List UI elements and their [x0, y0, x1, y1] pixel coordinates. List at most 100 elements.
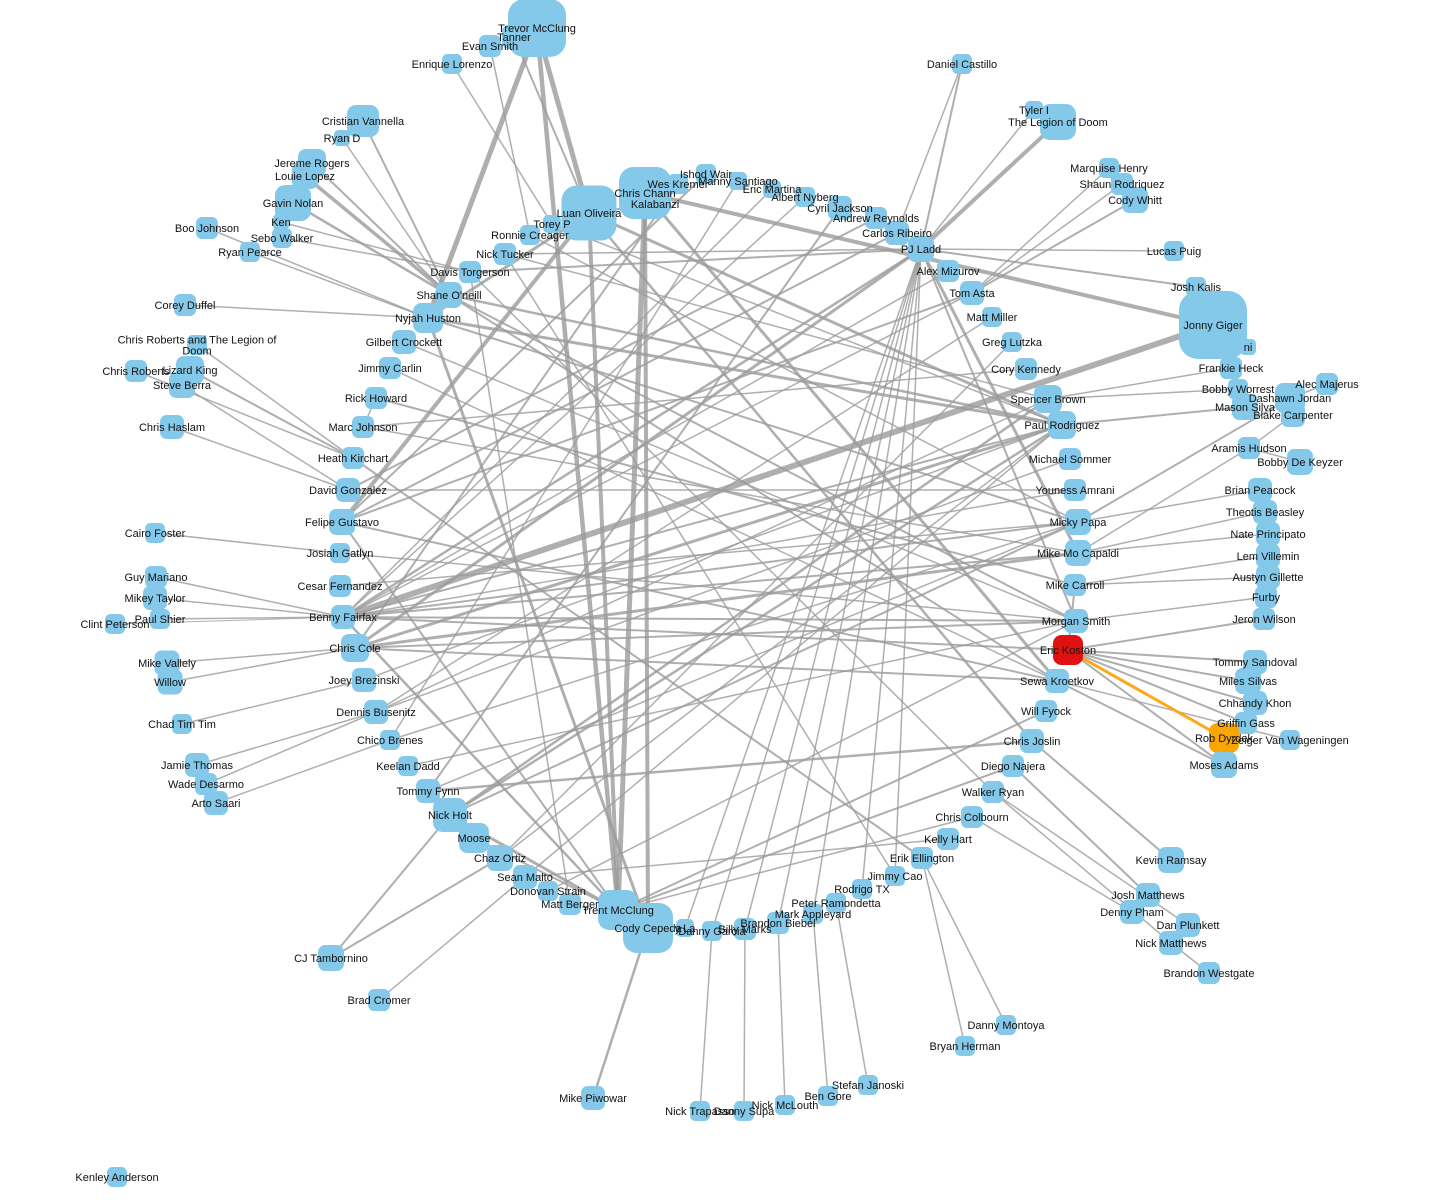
node-moose[interactable]	[459, 823, 489, 853]
node-mikey-taylor[interactable]	[143, 586, 167, 610]
node-ryan-d[interactable]	[334, 130, 350, 146]
node-daniel-castillo[interactable]	[952, 54, 972, 74]
node-micky-papa[interactable]	[1065, 509, 1091, 535]
node-willow[interactable]	[157, 669, 183, 695]
node-albert-nyberg[interactable]	[795, 187, 815, 207]
node-mike-carroll[interactable]	[1064, 574, 1086, 596]
node-denny-pham[interactable]	[1120, 900, 1144, 924]
node-ronnie-creager[interactable]	[520, 225, 540, 245]
node-chad-tim-tim[interactable]	[172, 714, 192, 734]
node-chris-haslam[interactable]	[160, 415, 184, 439]
node-jimmy-cao[interactable]	[885, 866, 905, 886]
node-wes-kremer[interactable]	[668, 174, 688, 194]
node-enrique-lorenzo[interactable]	[442, 54, 462, 74]
node-mason-silva[interactable]	[1232, 394, 1258, 420]
node-kevin-ramsay[interactable]	[1158, 847, 1184, 873]
node-chico-brenes[interactable]	[380, 730, 400, 750]
node-nate-principato[interactable]	[1256, 522, 1280, 546]
node-sebo-walker[interactable]	[272, 228, 292, 248]
node-arto-saari[interactable]	[204, 791, 228, 815]
node-tyler-i[interactable]	[1025, 101, 1043, 119]
node-chris-roberts-and-the-legion-of-doom[interactable]	[187, 335, 207, 355]
node-rodrigo-tx[interactable]	[852, 879, 872, 899]
node-chaz-ortiz[interactable]	[487, 845, 513, 871]
node-clint-peterson[interactable]	[105, 614, 125, 634]
node-carlos-ribeiro[interactable]	[885, 221, 909, 245]
node-ishod-wair[interactable]	[696, 164, 716, 184]
node-josh-matthews[interactable]	[1136, 883, 1160, 907]
node-cody-cepeda[interactable]	[623, 903, 673, 953]
node-davis-torgerson[interactable]	[459, 261, 481, 283]
node-eric-martina[interactable]	[763, 180, 781, 198]
node-mike-piwowar[interactable]	[581, 1086, 605, 1110]
node-diego-najera[interactable]	[1002, 755, 1024, 777]
node-will-fyock[interactable]	[1035, 700, 1057, 722]
node-donovan-strain[interactable]	[538, 881, 558, 901]
node-eric-koston[interactable]	[1053, 635, 1083, 665]
node-theotis-beasley[interactable]	[1253, 500, 1277, 524]
node-cristian-vannella[interactable]	[347, 105, 379, 137]
node-lucas-puig[interactable]	[1164, 241, 1184, 261]
node-rick-howard[interactable]	[365, 387, 387, 409]
node-andrew-reynolds[interactable]	[865, 207, 887, 229]
node-keelan-dadd[interactable]	[398, 756, 418, 776]
node-michael-sommer[interactable]	[1059, 448, 1081, 470]
node-jonny-giger[interactable]	[1179, 291, 1247, 359]
node-chris-colbourn[interactable]	[961, 806, 983, 828]
node-jamie-thomas[interactable]	[185, 753, 209, 777]
node-brandon-biebel[interactable]	[767, 912, 789, 934]
node-bobby-de-keyzer[interactable]	[1287, 449, 1313, 475]
node-ben-gore[interactable]	[818, 1086, 838, 1106]
node-evan-smith[interactable]	[479, 35, 501, 57]
node-ryan-pearce[interactable]	[240, 242, 260, 262]
node-joey-brezinski[interactable]	[352, 668, 376, 692]
node-aramis-hudson[interactable]	[1238, 437, 1260, 459]
node-david-gonzalez[interactable]	[336, 478, 360, 502]
node-walker-ryan[interactable]	[982, 781, 1004, 803]
node-tanner[interactable]	[502, 25, 526, 49]
node-sean-malto[interactable]	[513, 865, 537, 889]
node-danny-supa[interactable]	[734, 1101, 754, 1121]
node-jimmy-carlin[interactable]	[379, 357, 401, 379]
node-erik-ellington[interactable]	[911, 847, 933, 869]
node-jeron-wilson[interactable]	[1253, 608, 1275, 630]
node-kenley-anderson[interactable]	[107, 1167, 127, 1187]
node-wade-desarmo[interactable]	[195, 773, 217, 795]
node-alec-majerus[interactable]	[1316, 373, 1338, 395]
node-shane-o-neill[interactable]	[436, 282, 462, 308]
node-torey-p[interactable]	[543, 215, 561, 233]
node-tommy-fynn[interactable]	[416, 779, 440, 803]
node-billy-marks[interactable]	[734, 918, 756, 940]
node-kelly-hart[interactable]	[937, 828, 959, 850]
node-matt-berger[interactable]	[559, 893, 581, 915]
node-youness-amrani[interactable]	[1064, 479, 1086, 501]
node-brad-cromer[interactable]	[368, 989, 390, 1011]
node-cory-kennedy[interactable]	[1015, 358, 1037, 380]
node-nick-trapasso[interactable]	[690, 1101, 710, 1121]
node-sewa-kroetkov[interactable]	[1045, 669, 1069, 693]
node-luan-oliveira[interactable]	[561, 185, 617, 241]
node-frankie-heck[interactable]	[1220, 357, 1242, 379]
node-chris-roberts[interactable]	[125, 360, 147, 382]
node-nick-tucker[interactable]	[494, 243, 516, 265]
node-marc-johnson[interactable]	[352, 416, 374, 438]
node-nick-mclouth[interactable]	[775, 1095, 795, 1115]
node-zeiger-van-wageningen[interactable]	[1280, 730, 1300, 750]
node-rob-dyrdek[interactable]	[1209, 723, 1239, 753]
node-louie-lopez[interactable]	[292, 163, 318, 189]
node-furby[interactable]	[1255, 586, 1277, 608]
node-ni[interactable]	[1240, 339, 1256, 355]
node-paul-rodriguez[interactable]	[1048, 411, 1076, 439]
node-tom-asta[interactable]	[960, 281, 984, 305]
node-brandon-westgate[interactable]	[1198, 962, 1220, 984]
node-dennis-busenitz[interactable]	[364, 700, 388, 724]
node-kalabanzi[interactable]	[645, 194, 665, 214]
node-dan-plunkett[interactable]	[1176, 913, 1200, 937]
node-cairo-foster[interactable]	[145, 523, 165, 543]
node-steve-berra[interactable]	[169, 372, 195, 398]
node-peter-ramondetta[interactable]	[826, 893, 846, 913]
node-brian-peacock[interactable]	[1248, 478, 1272, 502]
node-greg-lutzka[interactable]	[1002, 332, 1022, 352]
node-alex-mizurov[interactable]	[937, 260, 959, 282]
node-danny-garcia[interactable]	[702, 921, 722, 941]
